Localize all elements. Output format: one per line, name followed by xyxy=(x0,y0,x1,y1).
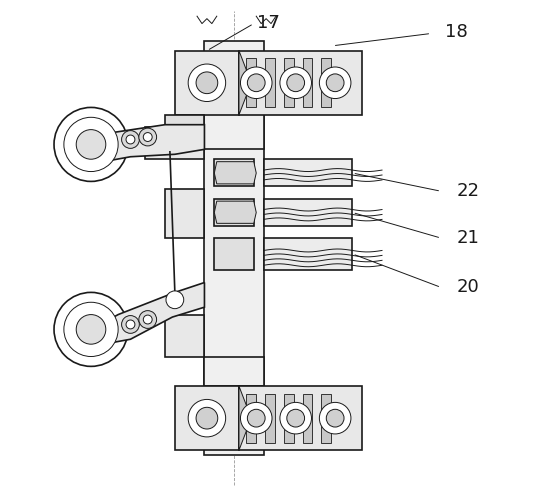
Bar xyxy=(321,393,331,443)
Circle shape xyxy=(247,409,265,427)
Circle shape xyxy=(54,292,128,367)
Text: 20: 20 xyxy=(457,278,480,297)
Circle shape xyxy=(280,402,311,434)
Polygon shape xyxy=(91,283,205,344)
Polygon shape xyxy=(239,386,251,450)
Circle shape xyxy=(188,399,226,437)
Circle shape xyxy=(326,74,344,92)
Text: 18: 18 xyxy=(445,23,467,42)
Circle shape xyxy=(287,409,305,427)
Bar xyxy=(321,58,331,108)
Circle shape xyxy=(247,74,265,92)
Circle shape xyxy=(188,64,226,102)
Bar xyxy=(205,110,264,149)
Bar xyxy=(302,58,312,108)
Bar xyxy=(175,51,239,115)
Circle shape xyxy=(280,67,311,99)
Polygon shape xyxy=(214,201,256,223)
Polygon shape xyxy=(91,124,205,162)
Bar xyxy=(246,393,256,443)
Circle shape xyxy=(76,314,106,344)
Circle shape xyxy=(54,108,128,182)
Bar xyxy=(239,386,362,450)
Bar xyxy=(264,159,352,186)
Bar xyxy=(205,357,264,386)
Bar xyxy=(214,199,254,226)
Circle shape xyxy=(287,74,305,92)
Circle shape xyxy=(126,320,135,329)
Circle shape xyxy=(126,135,135,144)
Circle shape xyxy=(121,130,139,148)
Circle shape xyxy=(241,67,272,99)
Text: 22: 22 xyxy=(457,182,480,200)
Circle shape xyxy=(143,315,152,324)
Circle shape xyxy=(326,409,344,427)
Bar xyxy=(246,58,256,108)
Circle shape xyxy=(76,129,106,159)
Circle shape xyxy=(241,402,272,434)
Bar xyxy=(165,314,205,357)
Text: 21: 21 xyxy=(457,229,480,247)
Bar xyxy=(175,386,239,450)
Bar xyxy=(165,115,205,139)
Circle shape xyxy=(64,117,118,172)
Bar xyxy=(264,238,352,270)
Circle shape xyxy=(64,302,118,357)
Bar xyxy=(265,393,275,443)
Bar xyxy=(214,159,254,186)
Bar xyxy=(214,238,254,270)
Circle shape xyxy=(139,310,156,328)
Text: 17: 17 xyxy=(257,13,280,32)
Bar xyxy=(146,127,205,159)
Circle shape xyxy=(121,315,139,333)
Bar xyxy=(265,58,275,108)
Circle shape xyxy=(166,291,184,309)
Polygon shape xyxy=(239,51,251,115)
Bar xyxy=(284,58,294,108)
Bar xyxy=(239,51,362,115)
Circle shape xyxy=(319,402,351,434)
Circle shape xyxy=(319,67,351,99)
Bar xyxy=(302,393,312,443)
Bar xyxy=(284,393,294,443)
Bar xyxy=(165,189,205,238)
Circle shape xyxy=(196,407,218,429)
Bar xyxy=(264,199,352,226)
Circle shape xyxy=(139,128,156,146)
Polygon shape xyxy=(214,162,256,184)
Circle shape xyxy=(143,132,152,141)
Circle shape xyxy=(196,72,218,94)
Bar xyxy=(205,41,264,455)
